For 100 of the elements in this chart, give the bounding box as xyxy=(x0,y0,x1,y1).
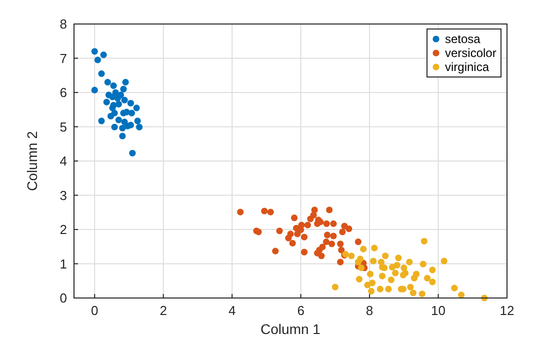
point xyxy=(115,100,122,108)
point xyxy=(371,244,378,252)
point xyxy=(300,234,308,240)
point xyxy=(356,276,363,282)
point xyxy=(382,252,389,260)
point xyxy=(298,222,305,228)
point xyxy=(133,104,140,112)
point xyxy=(123,108,130,116)
x-tick-label: 4 xyxy=(228,303,236,318)
x-tick-label: 6 xyxy=(297,303,304,318)
legend-label: setosa xyxy=(445,32,481,46)
point xyxy=(392,270,399,276)
point xyxy=(119,124,126,132)
point xyxy=(127,100,134,106)
point xyxy=(368,280,376,286)
point xyxy=(370,258,377,264)
point xyxy=(328,240,336,248)
point xyxy=(400,264,408,272)
point xyxy=(420,260,426,268)
point xyxy=(111,124,118,130)
x-tick-label: 8 xyxy=(366,303,374,318)
point xyxy=(354,238,362,246)
point xyxy=(115,116,122,124)
point xyxy=(410,274,418,282)
point xyxy=(120,86,127,92)
point xyxy=(332,284,338,290)
point xyxy=(348,252,355,260)
point xyxy=(261,208,268,214)
point xyxy=(346,226,352,232)
point xyxy=(410,290,416,296)
point xyxy=(121,96,128,104)
y-tick-label: 8 xyxy=(60,16,67,32)
point xyxy=(394,262,400,268)
point xyxy=(290,214,298,222)
point xyxy=(287,230,294,238)
point xyxy=(458,292,465,298)
point xyxy=(112,89,119,96)
point xyxy=(338,246,345,254)
point xyxy=(429,278,436,286)
point xyxy=(91,86,98,94)
point xyxy=(91,48,98,55)
point xyxy=(272,248,279,254)
point xyxy=(98,70,105,77)
y-tick-label: 5 xyxy=(60,119,67,134)
point xyxy=(237,208,244,216)
y-axis-title: Column 2 xyxy=(24,130,40,191)
point xyxy=(119,132,126,140)
point xyxy=(109,104,116,112)
y-tick-label: 7 xyxy=(60,50,67,66)
point xyxy=(337,240,344,248)
x-axis-title: Column 1 xyxy=(260,321,321,337)
point xyxy=(324,232,331,238)
point xyxy=(354,258,362,266)
point xyxy=(330,220,337,227)
y-tick-label: 4 xyxy=(60,154,67,168)
point xyxy=(418,290,426,298)
point xyxy=(429,266,436,274)
point xyxy=(129,150,136,156)
y-tick-label: 0 xyxy=(60,290,67,306)
point xyxy=(395,254,402,262)
point xyxy=(136,124,143,130)
point xyxy=(304,222,311,228)
point xyxy=(337,258,344,266)
point xyxy=(134,118,141,124)
point xyxy=(378,272,386,280)
point xyxy=(406,258,413,266)
point xyxy=(440,258,448,264)
y-tick-label: 2 xyxy=(60,222,67,237)
point xyxy=(111,110,118,116)
point xyxy=(103,98,110,106)
point xyxy=(339,228,346,236)
x-tick-label: 0 xyxy=(91,303,98,318)
point xyxy=(388,276,394,284)
x-tick-label: 2 xyxy=(160,303,167,318)
point xyxy=(358,264,365,272)
point xyxy=(330,232,337,240)
point xyxy=(94,56,102,64)
point xyxy=(124,122,131,130)
y-tick-label: 6 xyxy=(60,85,67,100)
point xyxy=(385,286,392,292)
point xyxy=(276,228,283,234)
point xyxy=(381,264,388,272)
point xyxy=(110,82,117,89)
point xyxy=(420,238,428,244)
point xyxy=(318,252,325,260)
point xyxy=(388,264,396,270)
point xyxy=(104,78,111,86)
point xyxy=(366,270,374,278)
x-tick-label: 12 xyxy=(500,303,514,318)
point xyxy=(360,246,367,252)
point xyxy=(311,206,318,214)
point xyxy=(424,274,431,282)
point xyxy=(300,248,308,256)
legend-label: versicolor xyxy=(445,46,496,60)
point xyxy=(323,220,330,227)
point xyxy=(122,78,129,86)
point xyxy=(289,240,296,246)
point xyxy=(326,206,333,214)
point xyxy=(322,238,330,246)
point xyxy=(117,92,124,98)
